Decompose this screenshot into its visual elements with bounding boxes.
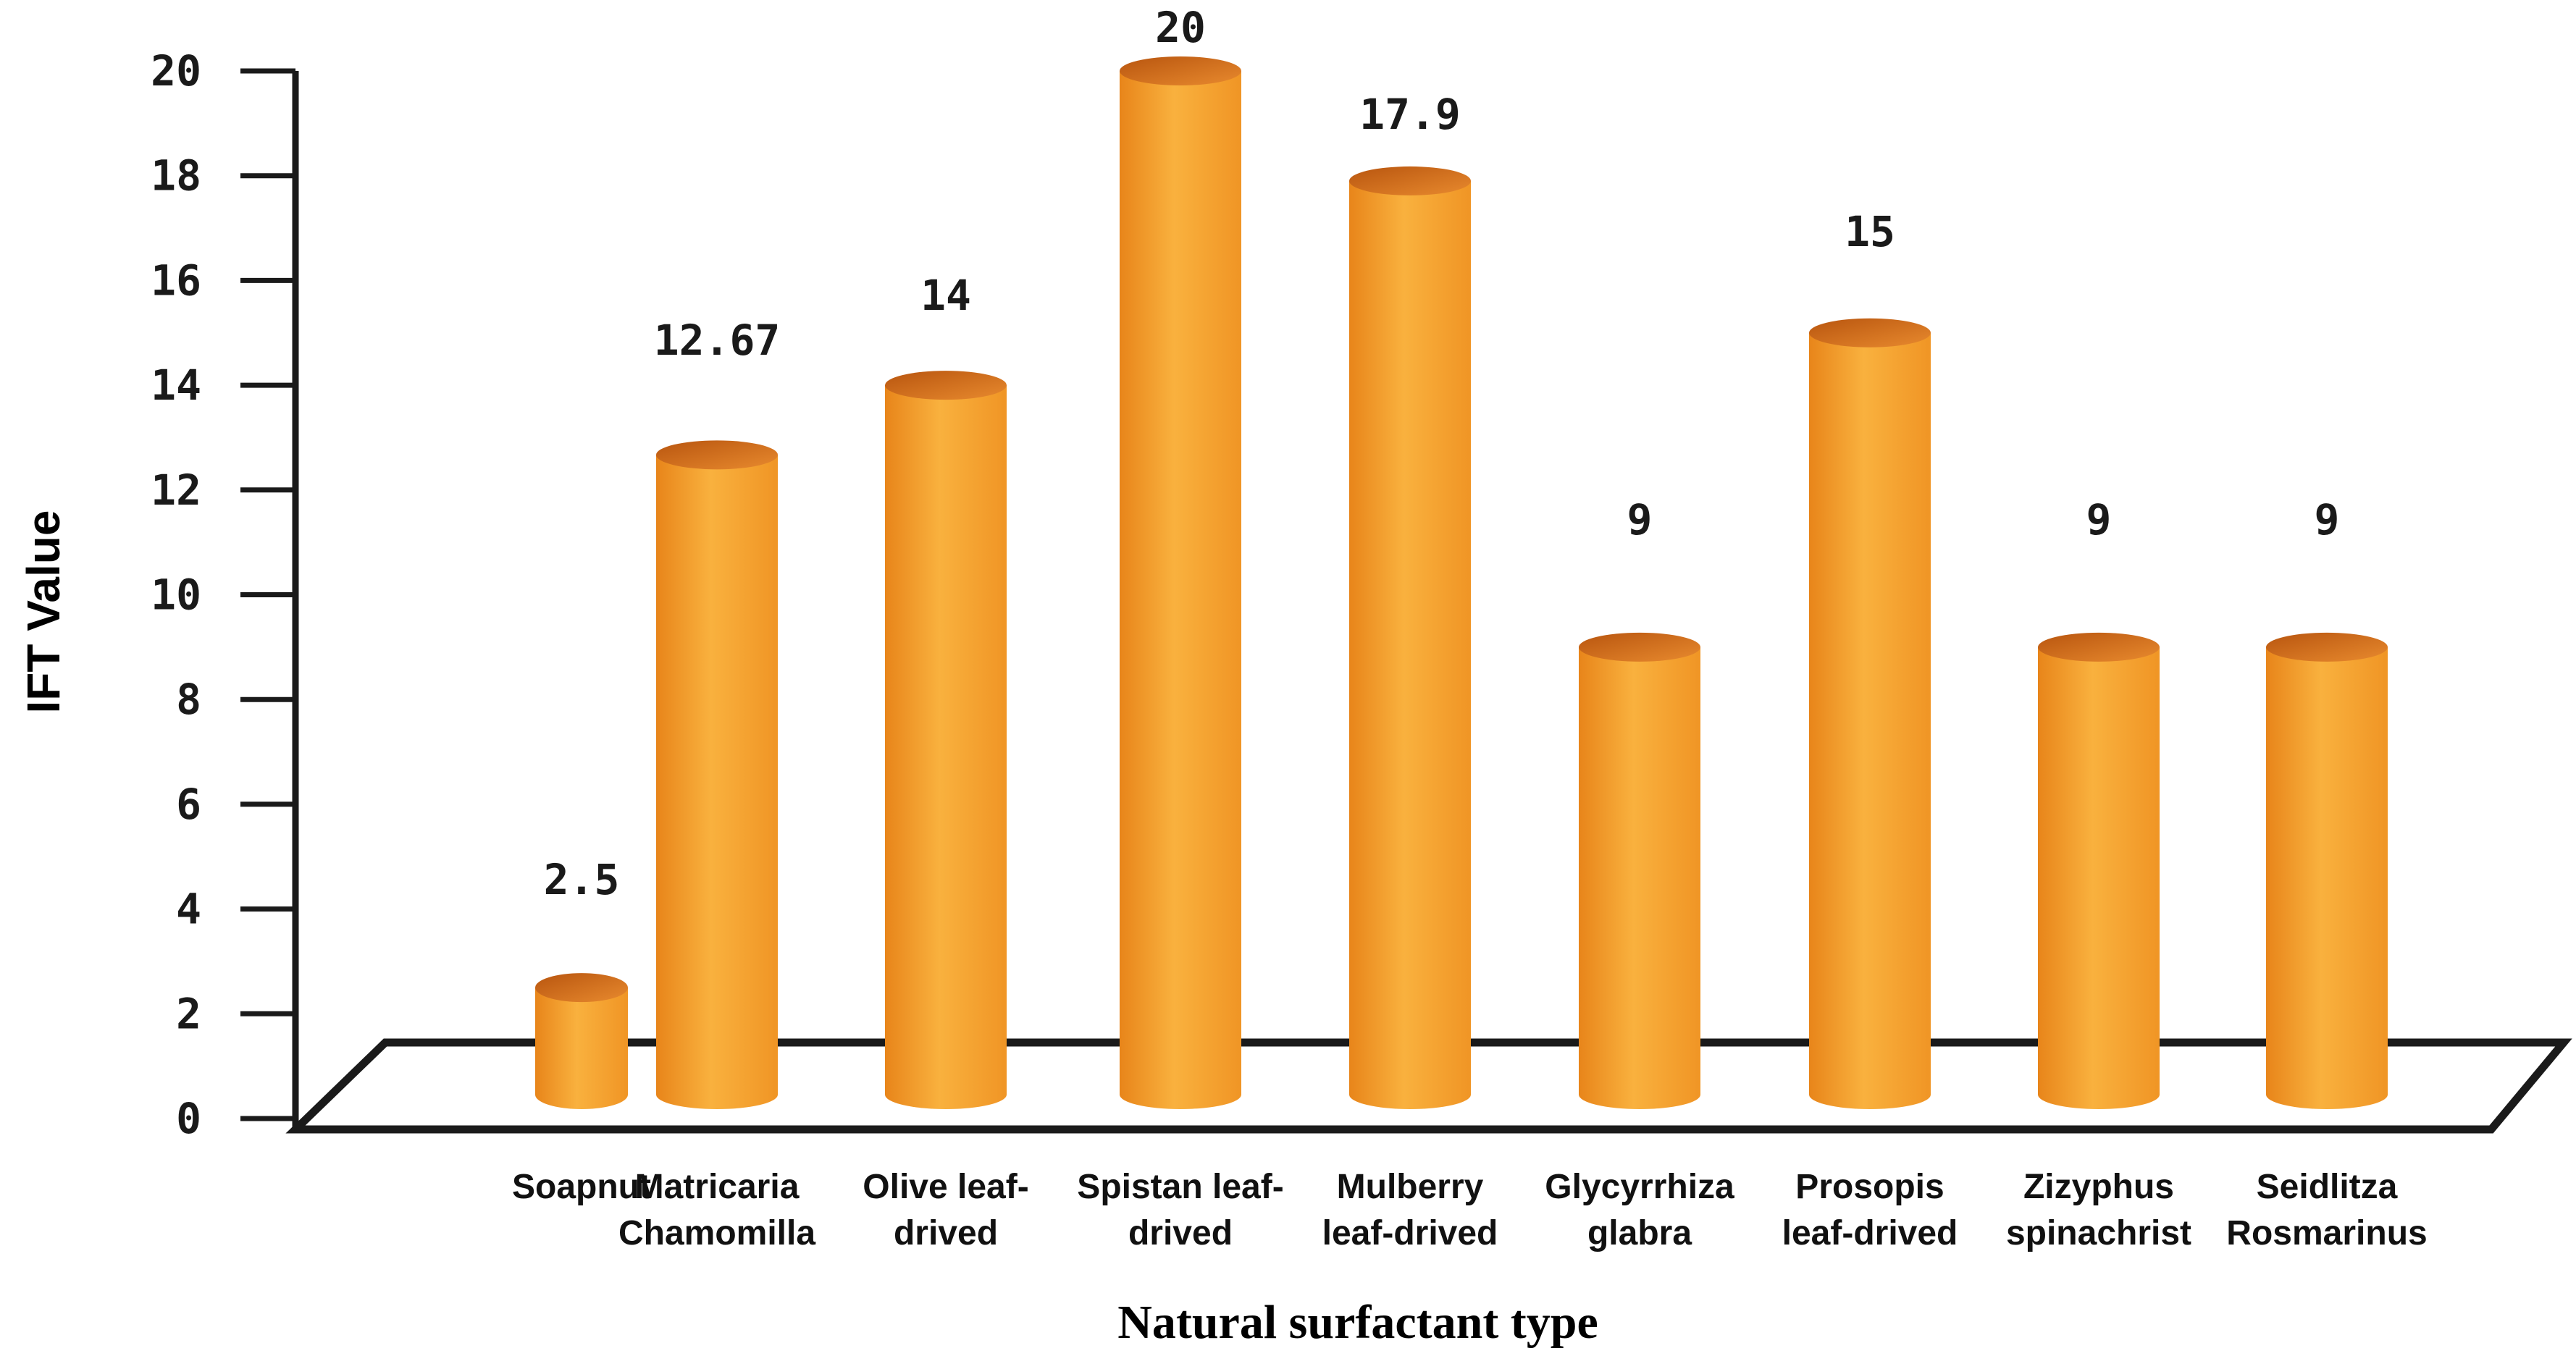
category-label: Spistan leaf-drived [1077, 1168, 1283, 1252]
bar-top [656, 440, 778, 470]
y-tick-label: 0 [176, 1094, 201, 1143]
bar [2038, 632, 2160, 1109]
data-label: 17.9 [1359, 90, 1461, 139]
bars [535, 56, 2388, 1109]
bar-top [2038, 632, 2160, 662]
bar-body [1349, 180, 1471, 1109]
data-label: 9 [2086, 495, 2112, 544]
data-label: 12.67 [654, 316, 781, 365]
bar-top [1579, 632, 1700, 662]
y-tick-label: 12 [151, 466, 201, 515]
y-ticks: 0 2 4 6 8 10 12 14 16 18 20 [151, 46, 295, 1143]
bar-body [2038, 647, 2160, 1109]
bar-top [1349, 166, 1471, 195]
bar-top [2266, 632, 2388, 662]
bar [535, 973, 628, 1109]
y-tick-label: 10 [151, 570, 201, 620]
bar-top [1120, 56, 1241, 85]
bar [656, 440, 778, 1109]
category-label: Olive leaf-drived [863, 1168, 1028, 1252]
bar [1809, 318, 1931, 1109]
category-label: Glycyrrhiza glabra [1545, 1168, 1734, 1252]
data-label: 14 [920, 271, 971, 320]
value-labels: 2.5 12.67 14 20 17.9 9 15 9 9 [544, 3, 2340, 904]
y-tick-label: 20 [151, 46, 201, 96]
data-label: 9 [1627, 495, 1653, 544]
category-label: Zizyphus spinachrist [2006, 1168, 2191, 1252]
y-tick-label: 18 [151, 151, 201, 201]
y-tick-label: 14 [151, 361, 201, 410]
bar [1349, 166, 1471, 1109]
bar [1120, 56, 1241, 1109]
category-label: Mulberry leaf-drived [1322, 1168, 1498, 1252]
y-tick-label: 6 [176, 780, 201, 829]
bar-body [1579, 647, 1700, 1109]
bar-body [885, 385, 1007, 1109]
bar-top [535, 973, 628, 1003]
y-tick-label: 2 [176, 989, 201, 1038]
data-label: 20 [1155, 3, 1206, 52]
category-label: Soapnut [512, 1168, 651, 1206]
bar-top [885, 371, 1007, 400]
bar [885, 371, 1007, 1109]
y-tick-label: 4 [176, 885, 201, 934]
data-label: 2.5 [544, 855, 620, 904]
bar-body [2266, 647, 2388, 1109]
data-label: 9 [2315, 495, 2340, 544]
data-label: 15 [1845, 207, 1895, 256]
bar [2266, 632, 2388, 1109]
category-label: Matricaria Chamomilla [618, 1168, 815, 1252]
y-axis-label: IFT Value [17, 510, 70, 714]
y-tick-label: 16 [151, 256, 201, 305]
y-tick-label: 8 [176, 675, 201, 724]
category-label: Seidlitza Rosmarinus [2226, 1168, 2427, 1252]
bar-body [1809, 332, 1931, 1109]
bar-body [535, 987, 628, 1109]
category-label: Prosopis leaf-drived [1782, 1168, 1958, 1252]
bar-body [1120, 71, 1241, 1109]
bar [1579, 632, 1700, 1109]
bar-body [656, 455, 778, 1109]
x-axis-label: Natural surfactant type [1117, 1296, 1598, 1349]
bar-top [1809, 318, 1931, 348]
